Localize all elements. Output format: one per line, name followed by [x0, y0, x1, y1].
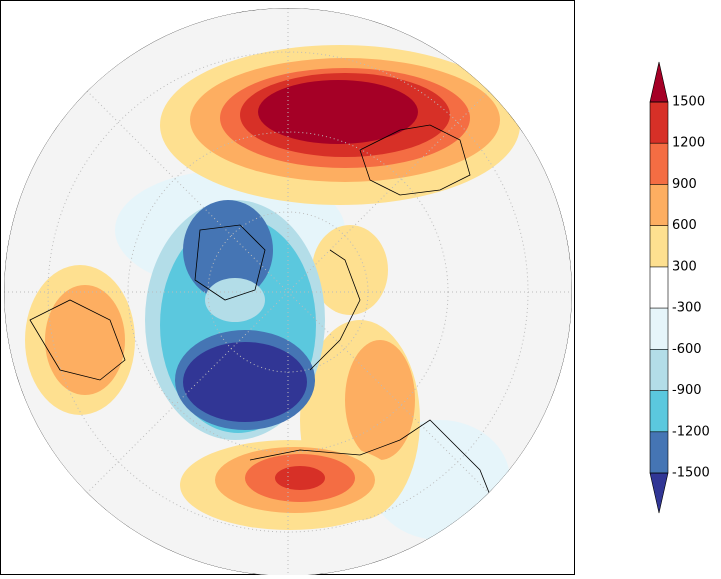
colorbar-tick-label: -300 [672, 301, 702, 316]
map [4, 8, 572, 576]
colorbar-segment [650, 390, 668, 432]
colorbar-segment [650, 102, 668, 144]
colorbar-extend-low [649, 472, 669, 514]
colorbar-segment [650, 225, 668, 267]
colorbar-segment [650, 349, 668, 391]
colorbar-tick-label: -900 [672, 383, 702, 398]
colorbar-tick-label: -1500 [672, 466, 710, 481]
colorbar-tick-label: -1200 [672, 424, 710, 439]
colorbar-tick-label: 300 [672, 259, 697, 274]
colorbar-tick-label: 600 [672, 218, 697, 233]
colorbar-extend-high [649, 61, 669, 103]
colorbar-tick-label: 900 [672, 177, 697, 192]
colorbar-tick-label: 1200 [672, 136, 705, 151]
colorbar-segment [650, 143, 668, 185]
colorbar-segment [650, 184, 668, 226]
colorbar-tick-label: 1500 [672, 95, 705, 110]
colorbar-tick-label: -600 [672, 342, 702, 357]
colorbar-segment [650, 431, 668, 473]
colorbar: -1500 -1200 -900 -600 -300 300 600 900 1200 1500 [649, 61, 710, 514]
colorbar-segment [650, 308, 668, 350]
colorbar-segment [650, 266, 668, 309]
